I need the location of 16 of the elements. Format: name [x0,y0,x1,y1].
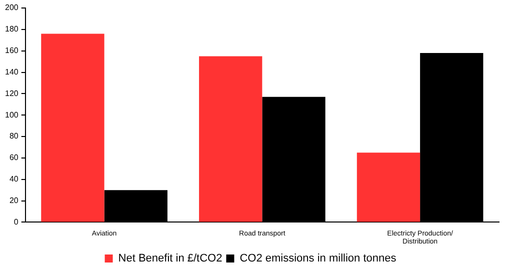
y-tick-label: 20 [9,196,19,205]
bar [41,34,104,222]
bar [199,56,262,222]
y-tick-label: 60 [9,153,19,162]
y-tick-label: 0 [14,217,19,226]
y-tick-label: 100 [4,110,19,120]
legend-label: CO2 emissions in million tonnes [240,252,397,265]
legend-label: Net Benefit in £/tCO2 [118,252,222,265]
y-tick-label: 120 [4,88,19,98]
y-tick-label: 40 [9,174,19,184]
y-tick-label: 200 [4,3,19,12]
y-tick-label: 180 [4,24,19,34]
y-tick-label: 80 [9,132,19,141]
y-tick-label: 140 [4,67,19,76]
bar [356,152,420,222]
y-tick-label: 160 [4,46,19,56]
